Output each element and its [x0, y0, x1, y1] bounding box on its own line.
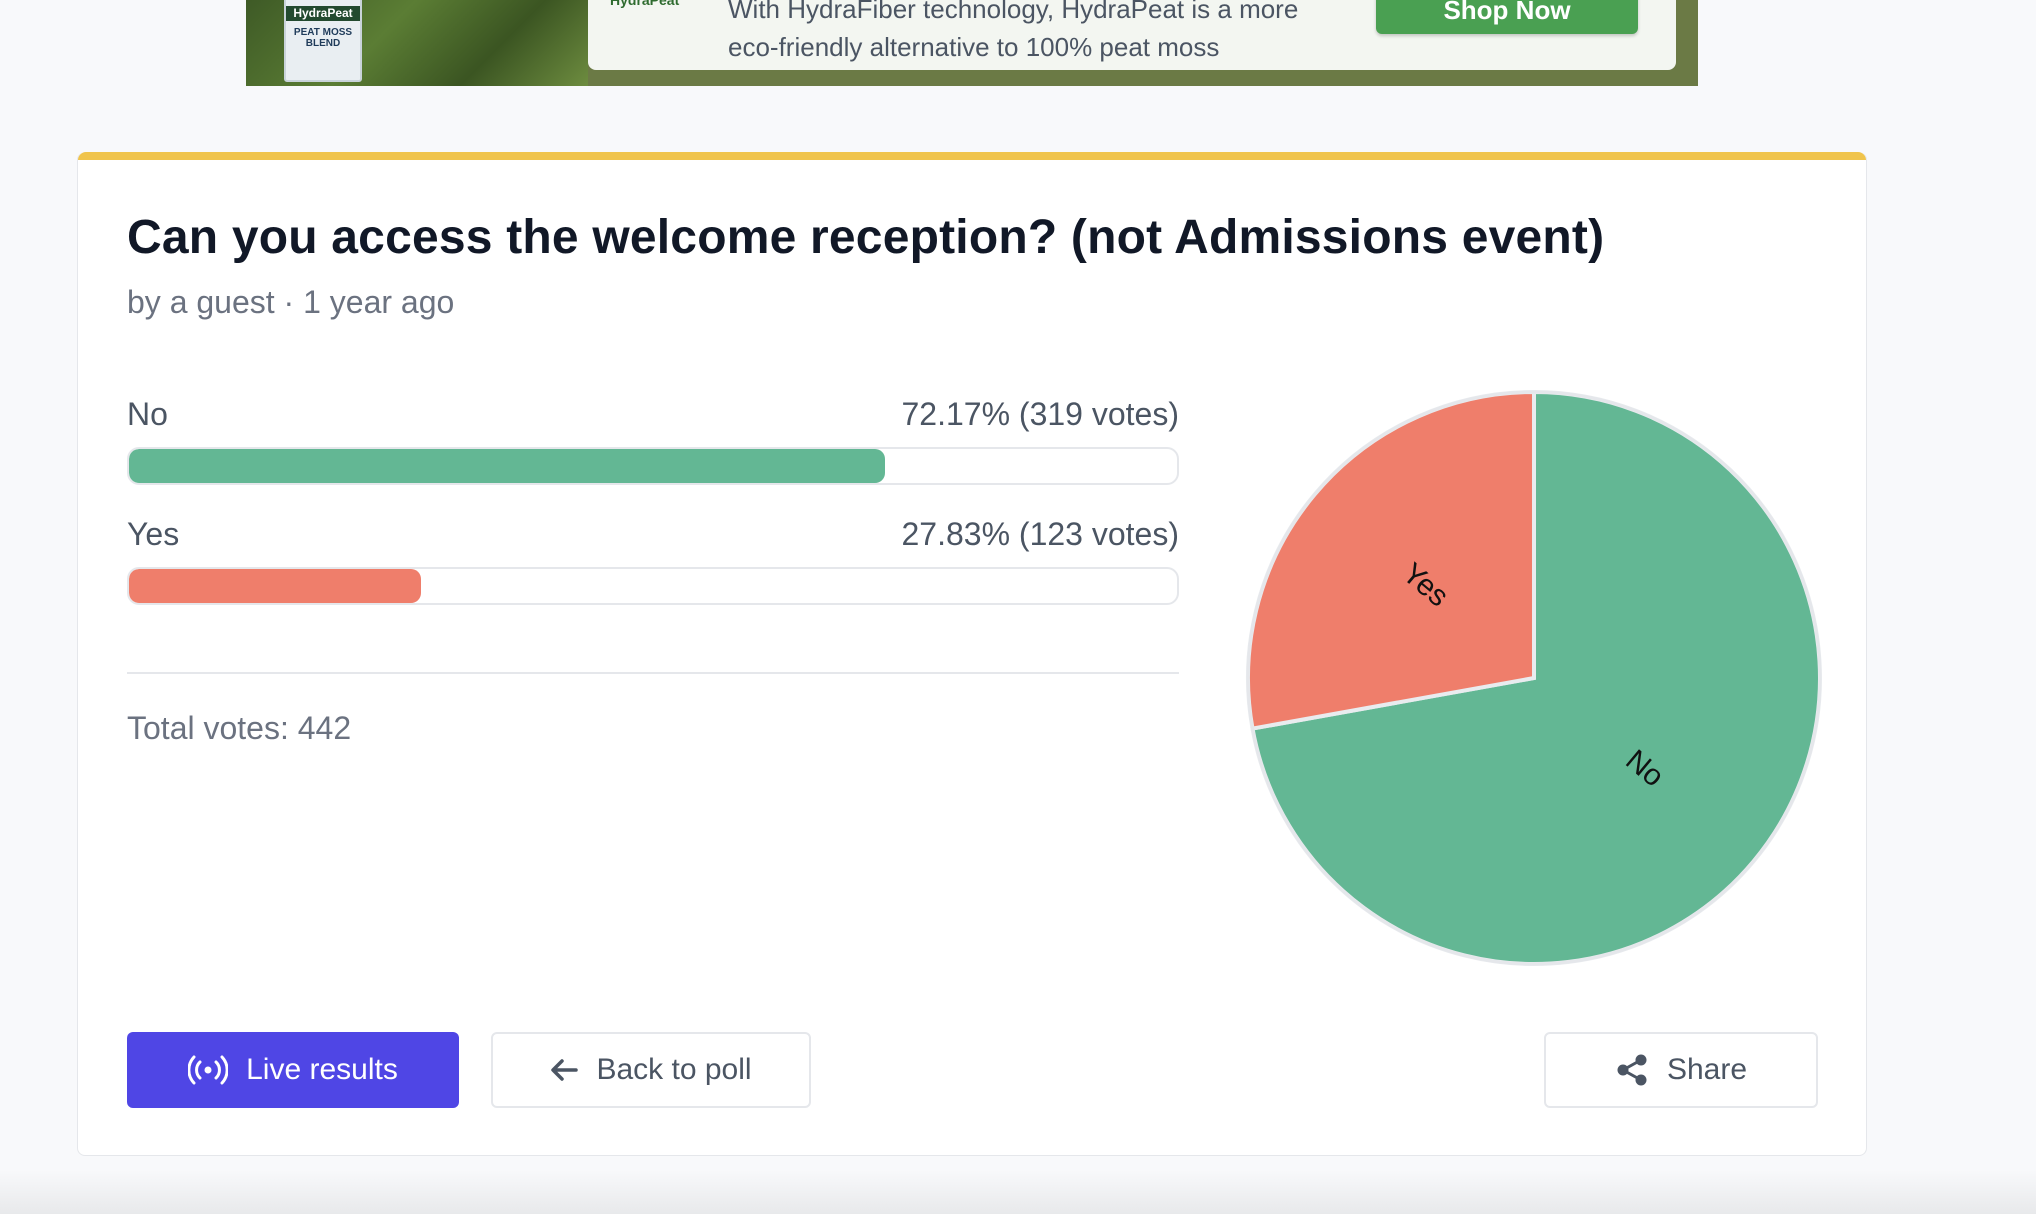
- ad-content: HydraPeat With HydraFiber technology, Hy…: [588, 0, 1676, 70]
- option-bar-track: [127, 567, 1179, 605]
- ad-product-image: HydraPeat PEAT MOSS BLEND: [246, 0, 588, 86]
- pie-outline: [1246, 390, 1822, 966]
- option-label: No: [127, 396, 168, 432]
- ad-banner[interactable]: HydraPeat PEAT MOSS BLEND HydraPeat With…: [246, 0, 1698, 86]
- share-icon: [1615, 1053, 1649, 1087]
- broadcast-icon: [188, 1055, 229, 1085]
- live-results-label: Live results: [246, 1053, 398, 1086]
- ad-text: With HydraFiber technology, HydraPeat is…: [728, 0, 1299, 62]
- page-bottom-shade: [0, 1170, 2036, 1214]
- option-bar-fill: [129, 569, 421, 603]
- card-accent-bar: [78, 152, 1866, 160]
- poll-results-card: Can you access the welcome reception? (n…: [77, 152, 1867, 1156]
- option-bar-track: [127, 447, 1179, 485]
- poll-option-no: No 72.17% (319 votes): [127, 396, 1179, 485]
- share-button[interactable]: Share: [1544, 1032, 1818, 1108]
- ad-shop-now-button[interactable]: Shop Now: [1376, 0, 1638, 34]
- back-to-poll-label: Back to poll: [596, 1053, 752, 1086]
- pie-slice-yes: [1246, 389, 1536, 731]
- ad-brand: HydraPeat: [610, 0, 680, 8]
- option-result: 72.17% (319 votes): [901, 396, 1180, 432]
- total-votes: Total votes: 442: [127, 710, 352, 746]
- live-results-button[interactable]: Live results: [127, 1032, 459, 1108]
- back-to-poll-button[interactable]: Back to poll: [491, 1032, 811, 1108]
- ad-product-bag: HydraPeat PEAT MOSS BLEND: [284, 0, 362, 82]
- divider: [127, 672, 1179, 674]
- poll-meta: by a guest · 1 year ago: [127, 284, 455, 320]
- arrow-left-icon: [550, 1058, 579, 1082]
- poll-option-yes: Yes 27.83% (123 votes): [127, 516, 1179, 605]
- option-result: 27.83% (123 votes): [901, 516, 1180, 552]
- poll-title: Can you access the welcome reception? (n…: [127, 211, 1605, 264]
- option-bar-fill: [129, 449, 886, 483]
- share-label: Share: [1666, 1053, 1748, 1086]
- option-label: Yes: [127, 516, 180, 552]
